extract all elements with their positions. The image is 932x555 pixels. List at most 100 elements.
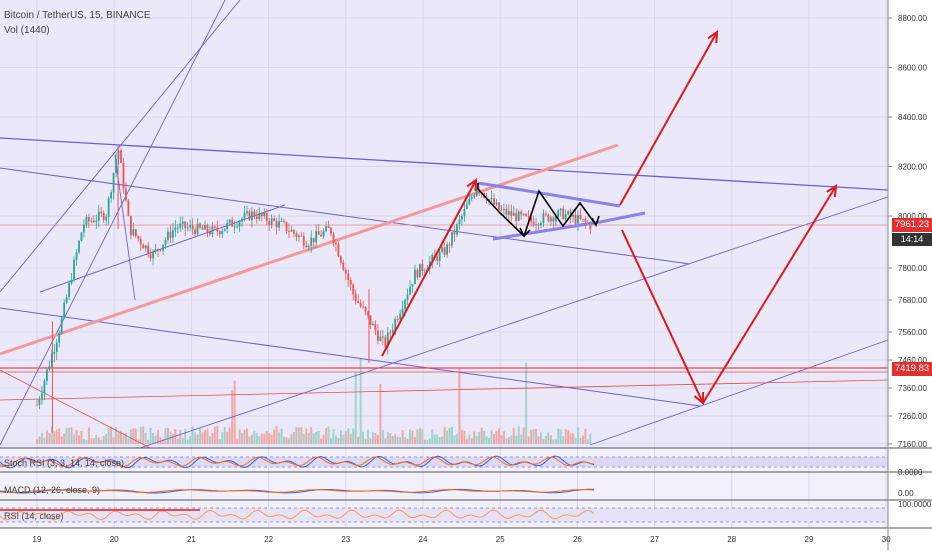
volume-bar	[166, 427, 169, 444]
current-price-tag: 7961.23	[892, 218, 932, 232]
candle-body	[95, 220, 98, 223]
volume-bar	[547, 432, 550, 444]
volume-bar	[53, 431, 56, 444]
recovery-arrow-head	[826, 184, 838, 198]
candle-body	[216, 227, 219, 232]
candle-body	[320, 234, 322, 237]
candle-body	[493, 198, 495, 205]
volume-bar	[295, 427, 298, 444]
candle-body	[409, 286, 411, 295]
candle-body	[137, 236, 140, 239]
candle-body	[127, 200, 130, 216]
candle-body	[507, 211, 510, 215]
candle-body	[154, 249, 157, 252]
time-axis-label: 29	[805, 535, 814, 544]
volume-bar	[532, 429, 535, 444]
candle-body	[547, 214, 550, 222]
volume-bar	[406, 438, 409, 444]
volume-bar	[362, 431, 365, 444]
candle-body	[532, 221, 535, 226]
candle-body	[53, 351, 56, 354]
candle-body	[557, 210, 560, 217]
candle-body	[297, 235, 300, 237]
volume-bar	[354, 371, 357, 444]
candle-body	[280, 221, 283, 222]
symbol-title[interactable]: Bitcoin / TetherUS, 15, BINANCE	[4, 10, 151, 21]
candle-body	[498, 202, 500, 210]
candle-body	[176, 227, 179, 229]
volume-bar	[500, 435, 503, 444]
volume-bar	[404, 437, 407, 444]
candle-body	[90, 220, 93, 222]
time-axis-label: 22	[264, 535, 273, 544]
candle-body	[83, 224, 85, 233]
candle-body	[419, 263, 421, 278]
candle-body	[530, 216, 532, 222]
resistance-trendline	[0, 137, 889, 191]
candle-body	[157, 249, 159, 251]
volume-bar	[134, 428, 137, 444]
candle-body	[448, 244, 451, 246]
candle-body	[453, 232, 456, 235]
candle-body	[263, 212, 266, 217]
candle-body	[441, 247, 444, 252]
candle-body	[87, 217, 90, 222]
macd-label: MACD (12, 26, close, 9)	[4, 485, 100, 495]
volume-bar	[369, 438, 372, 444]
volume-bar	[154, 435, 157, 444]
price-axis-label: 8800.00	[898, 14, 927, 23]
volume-bar	[223, 427, 226, 444]
price-axis-label: 7160.00	[898, 440, 927, 449]
candle-body	[50, 353, 53, 367]
candle-body	[503, 209, 505, 210]
breakout-up-arrow	[619, 31, 718, 206]
candle-body	[36, 404, 38, 406]
trend-lines	[0, 0, 889, 449]
candle-body	[295, 233, 298, 237]
volume-bar	[413, 437, 416, 444]
volume-bar	[157, 429, 160, 444]
volume-bar	[381, 429, 384, 444]
candle-body	[283, 221, 285, 222]
volume-bars	[36, 358, 592, 444]
candle-body	[221, 230, 224, 234]
candle-body	[315, 231, 318, 243]
volume-bar	[325, 428, 328, 444]
stoch-axis-value: 0.0000	[898, 468, 923, 477]
candle-body	[540, 223, 542, 226]
channel-trendline	[0, 167, 691, 265]
candle-body	[132, 229, 135, 236]
time-axis-label: 19	[33, 535, 42, 544]
volume-bar	[488, 437, 491, 444]
volume-bar	[475, 435, 478, 444]
candle-body	[322, 231, 325, 237]
volume-bar	[525, 362, 528, 444]
candle-body	[134, 229, 137, 237]
time-axis-label: 27	[650, 535, 659, 544]
volume-bar	[245, 428, 248, 444]
candle-body	[461, 215, 463, 220]
candle-body	[468, 198, 471, 205]
volume-bar	[562, 436, 565, 444]
volume-indicator-label[interactable]: Vol (1440)	[4, 25, 50, 36]
triangle-upper-edge	[477, 181, 621, 208]
lower-channel-trendline	[0, 307, 701, 407]
volume-bar	[458, 368, 461, 444]
volume-bar	[263, 433, 266, 444]
candle-body	[567, 211, 570, 215]
candle-body	[500, 209, 503, 211]
volume-bar	[554, 439, 557, 444]
candle-body	[48, 366, 51, 370]
descending-red-line	[0, 369, 151, 449]
candle-body	[572, 214, 574, 217]
time-axis-label: 23	[341, 535, 350, 544]
volume-bar	[478, 431, 481, 444]
candle-body	[421, 263, 424, 272]
candle-body	[218, 231, 221, 234]
candle-body	[129, 215, 132, 236]
volume-bar	[572, 433, 575, 444]
volume-bar	[564, 429, 567, 444]
volume-bar	[539, 432, 542, 444]
candle-body	[443, 247, 446, 255]
